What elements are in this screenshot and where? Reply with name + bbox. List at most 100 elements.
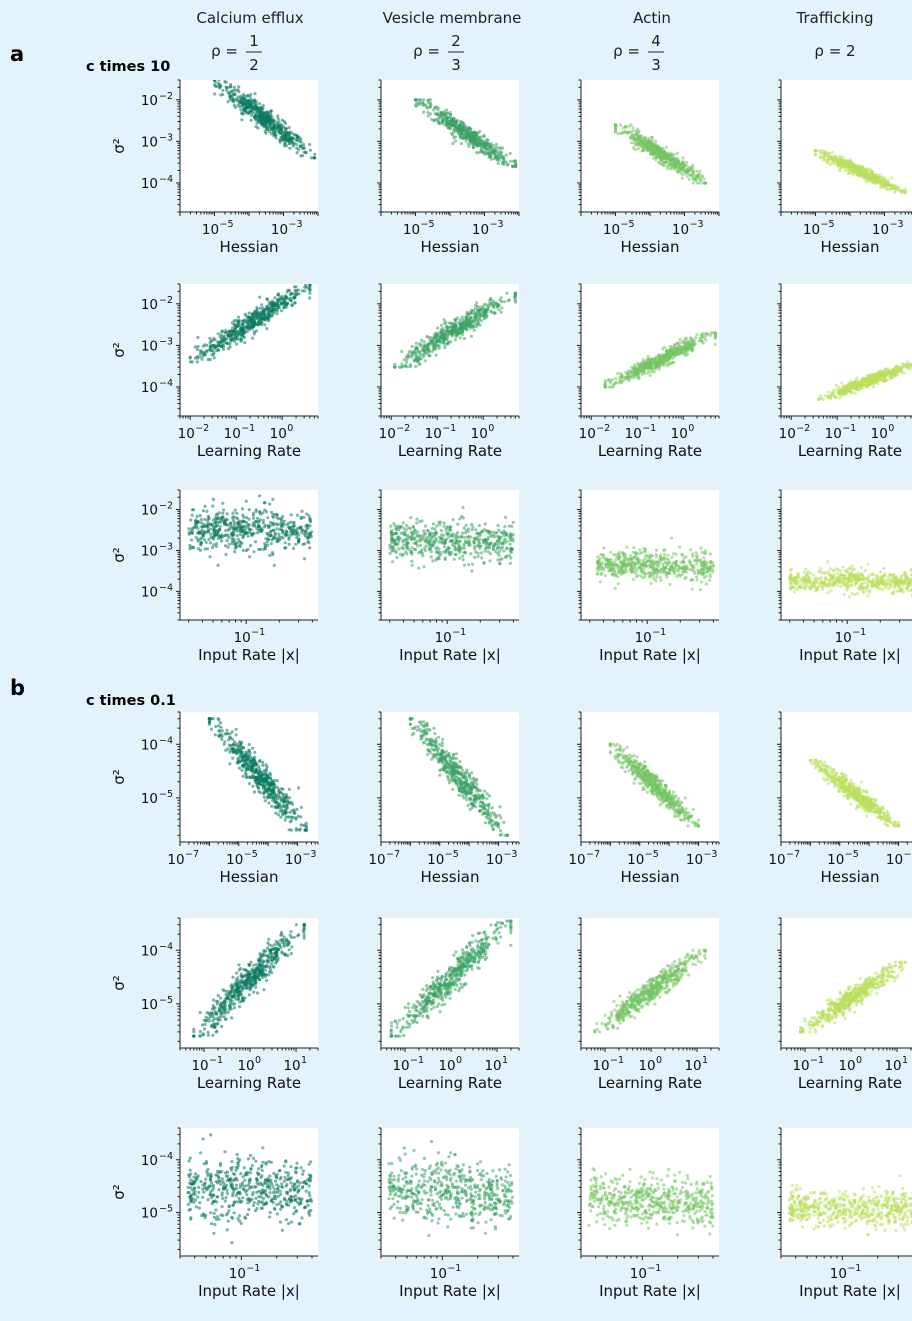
data-point [198,548,203,552]
data-point [832,388,836,392]
rho-symbol: ρ = [413,42,440,60]
data-point [224,552,228,557]
data-point [201,354,205,358]
data-point [883,185,887,189]
data-point [308,291,312,295]
data-point [495,302,499,306]
data-point [681,156,685,160]
data-point [675,170,680,174]
data-point [279,296,283,300]
data-point [652,360,656,365]
data-point [876,376,880,380]
data-point [469,334,473,338]
data-point [281,536,285,540]
data-point [851,162,855,166]
data-point [627,376,632,380]
data-point [260,303,264,307]
data-point [875,173,880,178]
data-point [405,365,409,369]
data-point [393,362,397,366]
data-point [870,172,875,176]
data-point [860,166,864,170]
data-point [444,120,448,124]
data-point [302,146,306,150]
data-point [249,98,253,102]
data-point [471,309,476,313]
data-point [218,344,222,348]
data-point [679,162,683,166]
data-point [283,298,287,302]
data-point [227,535,231,540]
data-point [623,124,627,128]
y-tick-exponent: −2 [159,295,173,306]
data-point [255,315,259,319]
data-point [292,133,296,137]
data-point [678,338,682,342]
data-point [276,114,280,118]
data-point [497,146,501,150]
data-point [906,360,910,364]
data-point [657,353,661,357]
rho-denominator: 3 [651,56,661,74]
data-point [257,312,261,317]
x-tick-exponent: −2 [596,423,610,434]
rho-denominator: 3 [451,56,461,74]
data-point [437,346,441,350]
data-point [432,333,436,337]
data-point [689,336,693,340]
data-point [489,142,493,146]
data-point [265,127,269,131]
data-point [686,352,690,356]
data-point [636,371,641,376]
data-point [430,117,434,121]
data-point [497,303,501,308]
data-point [665,364,670,368]
data-point [695,169,699,174]
data-point [203,353,207,357]
data-point [839,163,843,167]
data-point [845,165,849,169]
data-point [219,333,223,337]
plot-area [781,80,912,212]
data-point [649,150,653,154]
data-point [616,371,620,376]
data-point [883,367,887,371]
data-point [277,299,281,303]
data-point [223,534,227,538]
data-point [196,335,200,340]
data-point [688,173,692,177]
data-point [255,516,260,520]
data-point [636,139,640,143]
data-point [651,145,655,149]
data-point [251,316,255,320]
data-point [289,292,293,296]
rho-symbol: ρ = 2 [814,42,855,60]
data-point [505,291,509,295]
scatter-points [188,284,312,364]
data-point [639,369,643,373]
y-tick-label: 10 [141,93,158,109]
data-point [697,339,701,343]
data-point [844,392,848,396]
data-point [421,101,425,105]
x-tick-label: 10 [625,426,642,442]
data-point [195,360,199,364]
data-point [691,181,695,185]
data-point [273,296,277,300]
data-point [662,150,666,154]
y-tick-exponent: −4 [159,378,173,389]
data-point [302,515,306,520]
x-tick-label: 10 [803,222,820,238]
data-point [439,329,443,333]
data-point [240,118,244,122]
data-point [234,335,238,339]
data-point [661,146,665,151]
data-point [212,344,217,348]
data-point [831,150,835,154]
data-point [423,343,427,347]
data-point [624,370,628,374]
x-tick-label: 10 [425,426,442,442]
data-point [261,306,265,310]
